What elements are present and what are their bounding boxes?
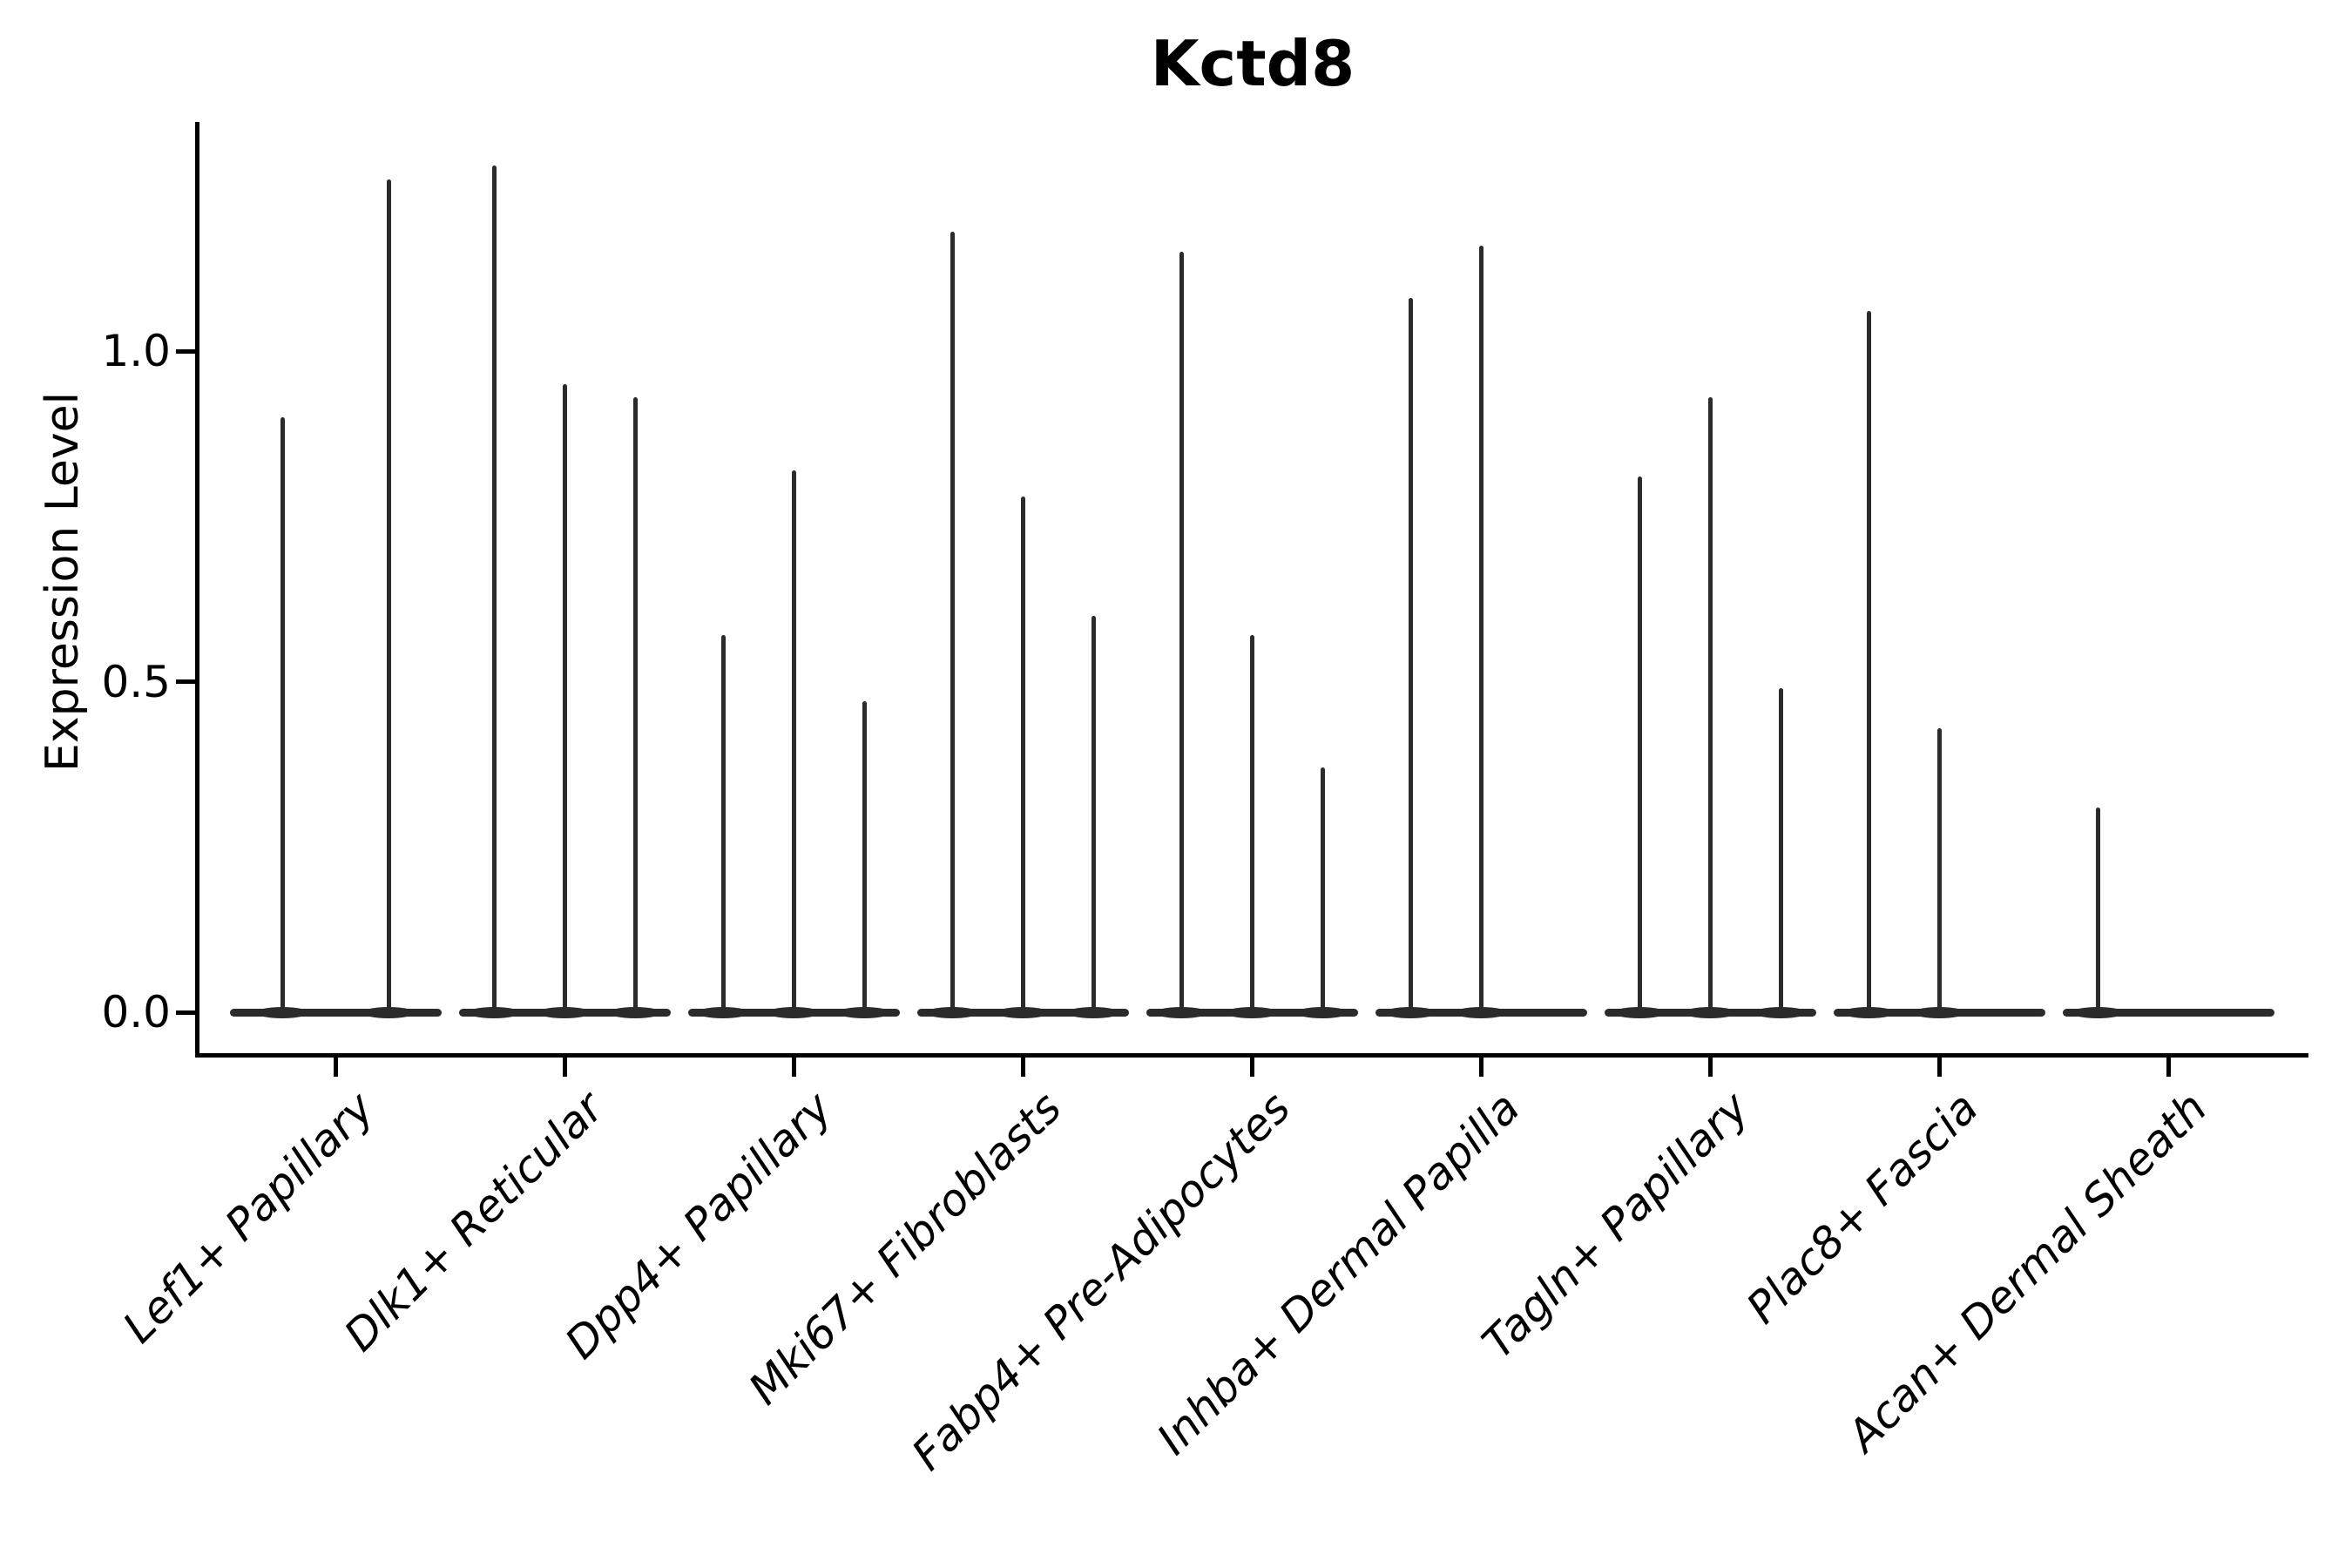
x-tick-label: Lef1+ Papillary (113, 1082, 384, 1353)
violin-spike (1866, 311, 1871, 1012)
violin-spike (2095, 808, 2100, 1012)
violin-spike (1778, 688, 1783, 1012)
x-tick-label: Plac8+ Fascia (1736, 1082, 1988, 1334)
violin-spike (562, 384, 567, 1012)
x-tick-mark (1249, 1058, 1254, 1077)
x-tick-mark (333, 1058, 338, 1077)
violin-base-bulge (1067, 1007, 1119, 1018)
violin-spike (950, 232, 955, 1012)
violin-spike (1249, 635, 1254, 1012)
y-tick-mark (176, 679, 197, 684)
violin-base-bulge (1684, 1007, 1736, 1018)
x-tick-mark (1936, 1058, 1942, 1077)
violin-base-bulge (609, 1007, 661, 1018)
violin-base-bulge (1384, 1007, 1436, 1018)
x-tick-mark (1707, 1058, 1713, 1077)
violin-base-bulge (838, 1007, 890, 1018)
violin-spike (1320, 767, 1325, 1012)
violin-spike (720, 635, 726, 1012)
violin-base-bulge (926, 1007, 978, 1018)
y-axis-spine (195, 122, 199, 1058)
violin-base-bulge (1226, 1007, 1278, 1018)
x-tick-mark (562, 1058, 567, 1077)
violin-base-bulge (2072, 1007, 2124, 1018)
violin-spike (1091, 616, 1096, 1012)
y-tick-label: 0.0 (101, 987, 171, 1037)
violin-base-bulge (1842, 1007, 1895, 1018)
violin-base-bulge (767, 1007, 820, 1018)
violin-base-bulge (997, 1007, 1049, 1018)
violin-spike (1478, 246, 1484, 1012)
violin-spike (280, 417, 285, 1012)
y-tick-label: 0.5 (101, 656, 171, 707)
violin-spike (491, 166, 497, 1012)
violin-spike (1637, 476, 1642, 1012)
x-tick-mark (791, 1058, 796, 1077)
violin-spike (1408, 298, 1413, 1012)
y-axis-label: Expression Level (37, 391, 89, 773)
violin-spike (632, 397, 638, 1012)
violin-base (2062, 1009, 2274, 1017)
violin-spike (791, 470, 796, 1012)
y-tick-mark (176, 1010, 197, 1015)
violin-base-bulge (1913, 1007, 1965, 1018)
y-tick-label: 1.0 (101, 326, 171, 376)
violin-spike (1936, 728, 1942, 1012)
violin-base (229, 1009, 442, 1017)
violin-base-bulge (468, 1007, 520, 1018)
y-tick-mark (176, 348, 197, 354)
violin-base-bulge (1754, 1007, 1807, 1018)
x-tick-mark (1478, 1058, 1484, 1077)
x-tick-mark (1020, 1058, 1025, 1077)
x-axis-spine (195, 1053, 2308, 1058)
x-tick-label: Fabp4+ Pre-Adipocytes (902, 1082, 1301, 1481)
violin-spike (862, 701, 867, 1012)
violin-spike (1707, 397, 1713, 1012)
violin-base-bulge (1613, 1007, 1666, 1018)
violin-spike (386, 179, 391, 1012)
violin-base-bulge (1155, 1007, 1207, 1018)
violin-base-bulge (362, 1007, 415, 1018)
plot-title: Kctd8 (1150, 27, 1355, 100)
violin-base-bulge (1296, 1007, 1348, 1018)
violin-base-bulge (1455, 1007, 1507, 1018)
violin-base-bulge (697, 1007, 749, 1018)
violin-spike (1020, 497, 1025, 1012)
violin-base-bulge (256, 1007, 308, 1018)
violin-base-bulge (538, 1007, 591, 1018)
x-tick-mark (2166, 1058, 2171, 1077)
violin-spike (1179, 252, 1184, 1012)
